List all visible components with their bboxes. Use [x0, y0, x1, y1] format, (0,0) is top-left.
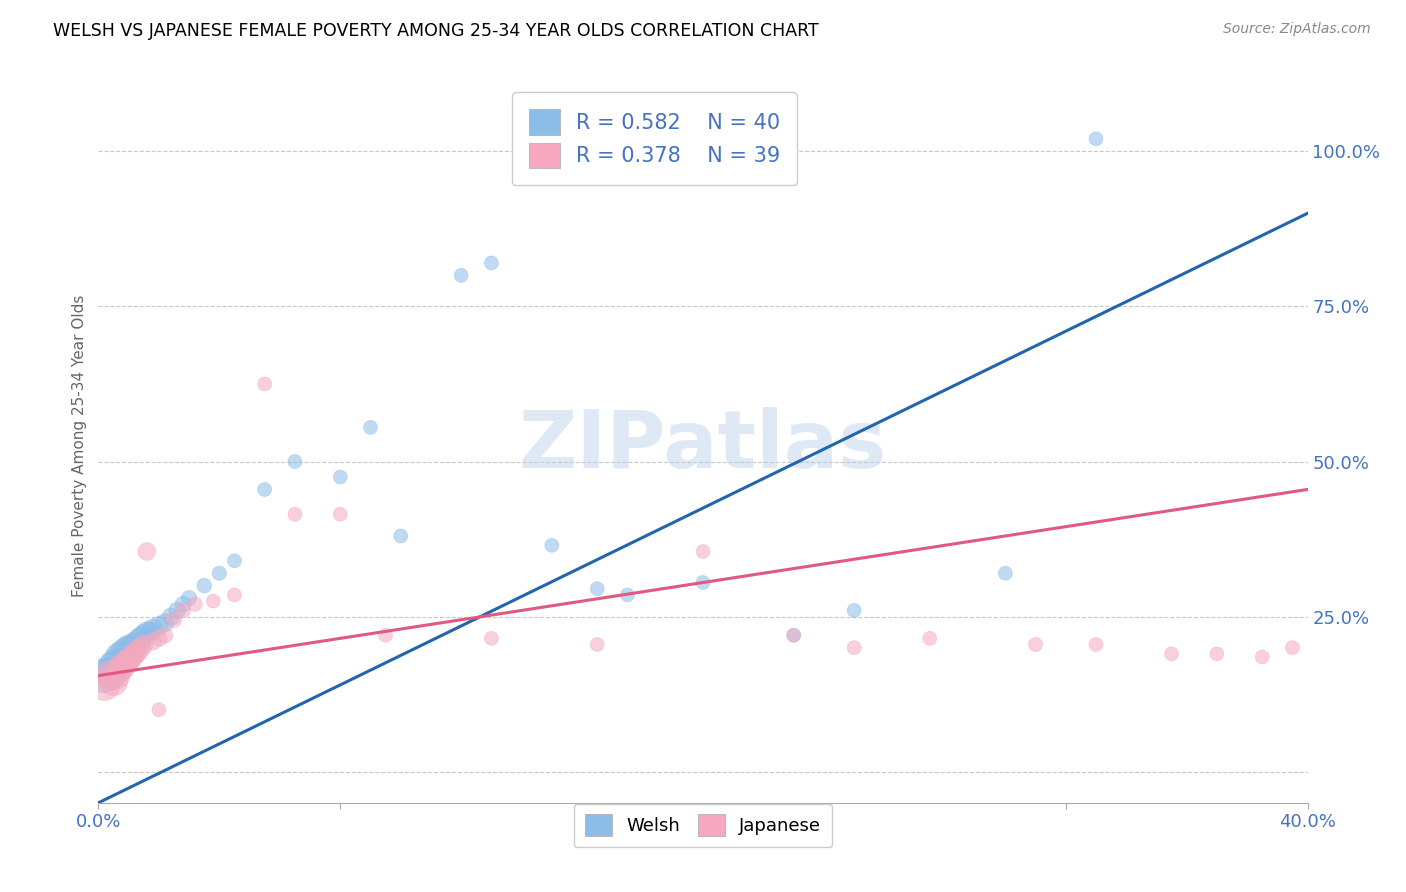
Point: [1085, 132, 1108, 146]
Point: [129, 640, 152, 655]
Point: [121, 650, 143, 665]
Point: [139, 625, 162, 640]
Point: [193, 579, 215, 593]
Point: [172, 597, 194, 611]
Point: [100, 668, 122, 682]
Point: [163, 613, 186, 627]
Point: [374, 628, 396, 642]
Point: [142, 622, 165, 636]
Point: [93, 668, 115, 682]
Point: [284, 508, 307, 522]
Point: [148, 619, 170, 633]
Point: [148, 703, 170, 717]
Point: [148, 632, 170, 646]
Point: [692, 575, 714, 590]
Point: [132, 638, 155, 652]
Point: [105, 668, 128, 682]
Point: [166, 603, 188, 617]
Point: [124, 647, 146, 661]
Point: [105, 656, 128, 670]
Point: [103, 674, 125, 689]
Point: [153, 628, 176, 642]
Point: [100, 665, 122, 680]
Point: [586, 582, 609, 596]
Point: [127, 634, 149, 648]
Point: [918, 632, 941, 646]
Point: [153, 615, 176, 630]
Legend: Welsh, Japanese: Welsh, Japanese: [574, 804, 832, 847]
Text: Source: ZipAtlas.com: Source: ZipAtlas.com: [1223, 22, 1371, 37]
Point: [224, 554, 246, 568]
Point: [1251, 650, 1274, 665]
Point: [224, 588, 246, 602]
Point: [114, 644, 136, 658]
Point: [129, 632, 152, 646]
Point: [114, 656, 136, 670]
Point: [481, 256, 503, 270]
Point: [540, 538, 562, 552]
Point: [783, 628, 806, 642]
Point: [118, 640, 141, 655]
Point: [1024, 638, 1046, 652]
Point: [616, 588, 638, 602]
Point: [135, 544, 157, 558]
Point: [1160, 647, 1182, 661]
Point: [1206, 647, 1229, 661]
Point: [160, 609, 183, 624]
Point: [111, 659, 134, 673]
Point: [783, 628, 806, 642]
Point: [184, 597, 207, 611]
Point: [844, 640, 866, 655]
Point: [450, 268, 472, 283]
Point: [111, 647, 134, 661]
Point: [329, 470, 352, 484]
Point: [253, 376, 276, 391]
Point: [179, 591, 201, 605]
Point: [329, 508, 352, 522]
Point: [121, 640, 143, 655]
Point: [93, 678, 115, 692]
Point: [118, 653, 141, 667]
Point: [844, 603, 866, 617]
Text: WELSH VS JAPANESE FEMALE POVERTY AMONG 25-34 YEAR OLDS CORRELATION CHART: WELSH VS JAPANESE FEMALE POVERTY AMONG 2…: [53, 22, 820, 40]
Point: [132, 628, 155, 642]
Point: [1085, 638, 1108, 652]
Point: [994, 566, 1017, 581]
Text: ZIPatlas: ZIPatlas: [519, 407, 887, 485]
Point: [142, 634, 165, 648]
Point: [127, 644, 149, 658]
Point: [253, 483, 276, 497]
Point: [586, 638, 609, 652]
Point: [389, 529, 412, 543]
Point: [108, 662, 131, 676]
Point: [202, 594, 225, 608]
Point: [1281, 640, 1303, 655]
Point: [208, 566, 231, 581]
Point: [108, 650, 131, 665]
Y-axis label: Female Poverty Among 25-34 Year Olds: Female Poverty Among 25-34 Year Olds: [72, 295, 87, 597]
Point: [360, 420, 382, 434]
Point: [103, 659, 125, 673]
Point: [481, 632, 503, 646]
Point: [692, 544, 714, 558]
Point: [124, 638, 146, 652]
Point: [135, 625, 157, 640]
Point: [284, 454, 307, 468]
Point: [172, 603, 194, 617]
